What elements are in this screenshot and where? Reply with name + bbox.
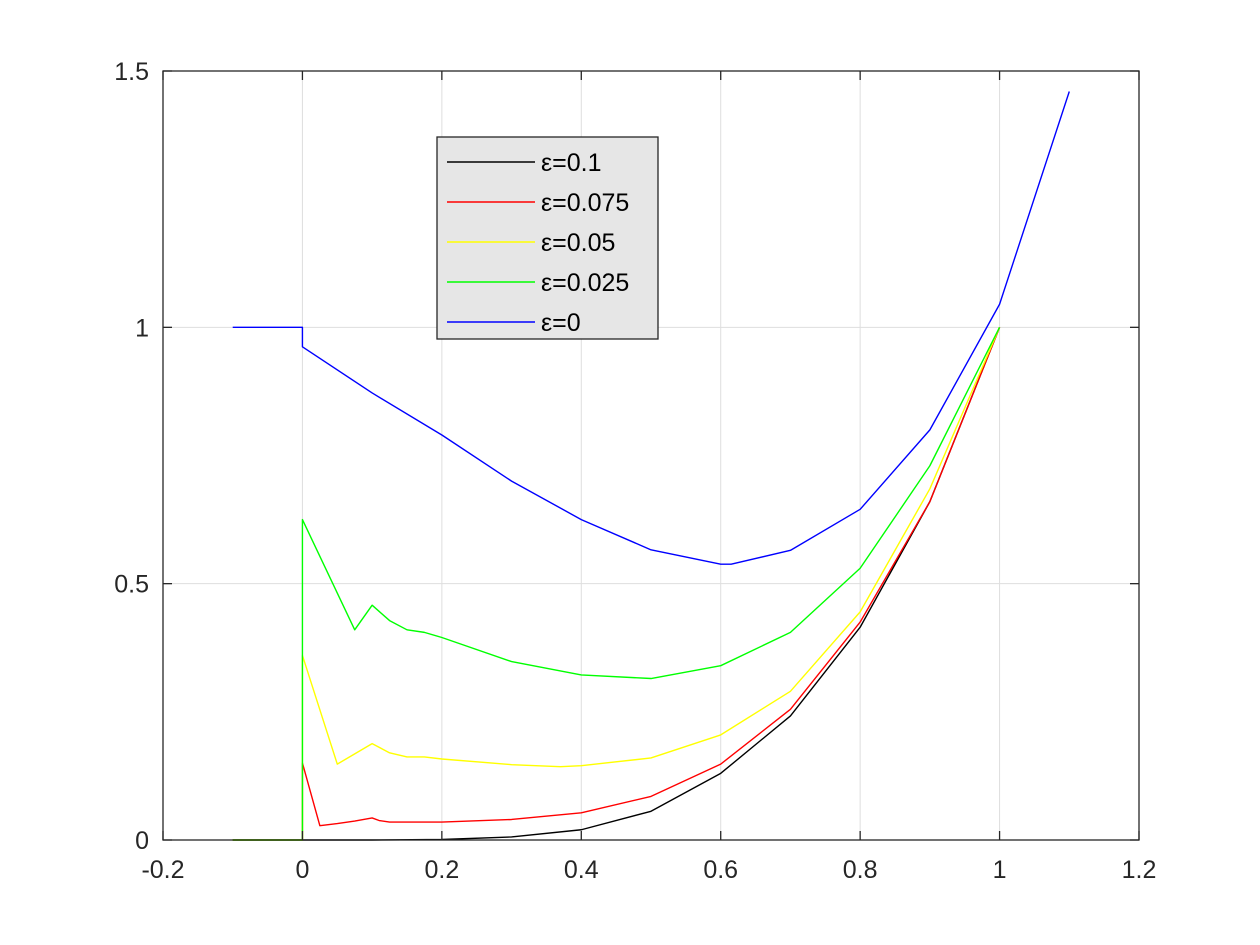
x-tick-label: 0.6 xyxy=(703,856,738,884)
y-tick-label: 1.5 xyxy=(114,58,149,86)
x-tick-label: 1 xyxy=(993,856,1007,884)
series-line-3 xyxy=(232,327,1001,841)
ticks: -0.2 0 0.2 0.4 0.6 0.8 1 1.200.511.5 xyxy=(114,58,1156,884)
series-line-4 xyxy=(232,327,1001,841)
x-tick-label: 0 xyxy=(295,856,309,884)
legend-label: ε=0.025 xyxy=(541,269,629,297)
x-tick-label: 0.2 xyxy=(424,856,459,884)
legend-label: ε=0.05 xyxy=(541,229,615,257)
y-tick-label: 1 xyxy=(135,314,149,342)
legend-label: ε=0.1 xyxy=(541,149,602,177)
y-tick-label: 0 xyxy=(135,827,149,855)
legend-box xyxy=(436,136,659,340)
y-tick-label: 0.5 xyxy=(114,571,149,599)
x-tick-label: 0.4 xyxy=(564,856,599,884)
legend-label: ε=0 xyxy=(541,309,581,337)
series-line-5 xyxy=(232,91,1070,565)
legend-label: ε=0.075 xyxy=(541,189,629,217)
axes-box xyxy=(162,70,1140,841)
x-tick-label: 0.8 xyxy=(843,856,878,884)
x-tick-label: 1.2 xyxy=(1122,856,1157,884)
legend: ε=0.1 ε=0.075 ε=0.05 ε=0.025 ε=0 xyxy=(436,136,659,340)
x-tick-label: -0.2 xyxy=(141,856,184,884)
series-line-2 xyxy=(232,327,1001,841)
